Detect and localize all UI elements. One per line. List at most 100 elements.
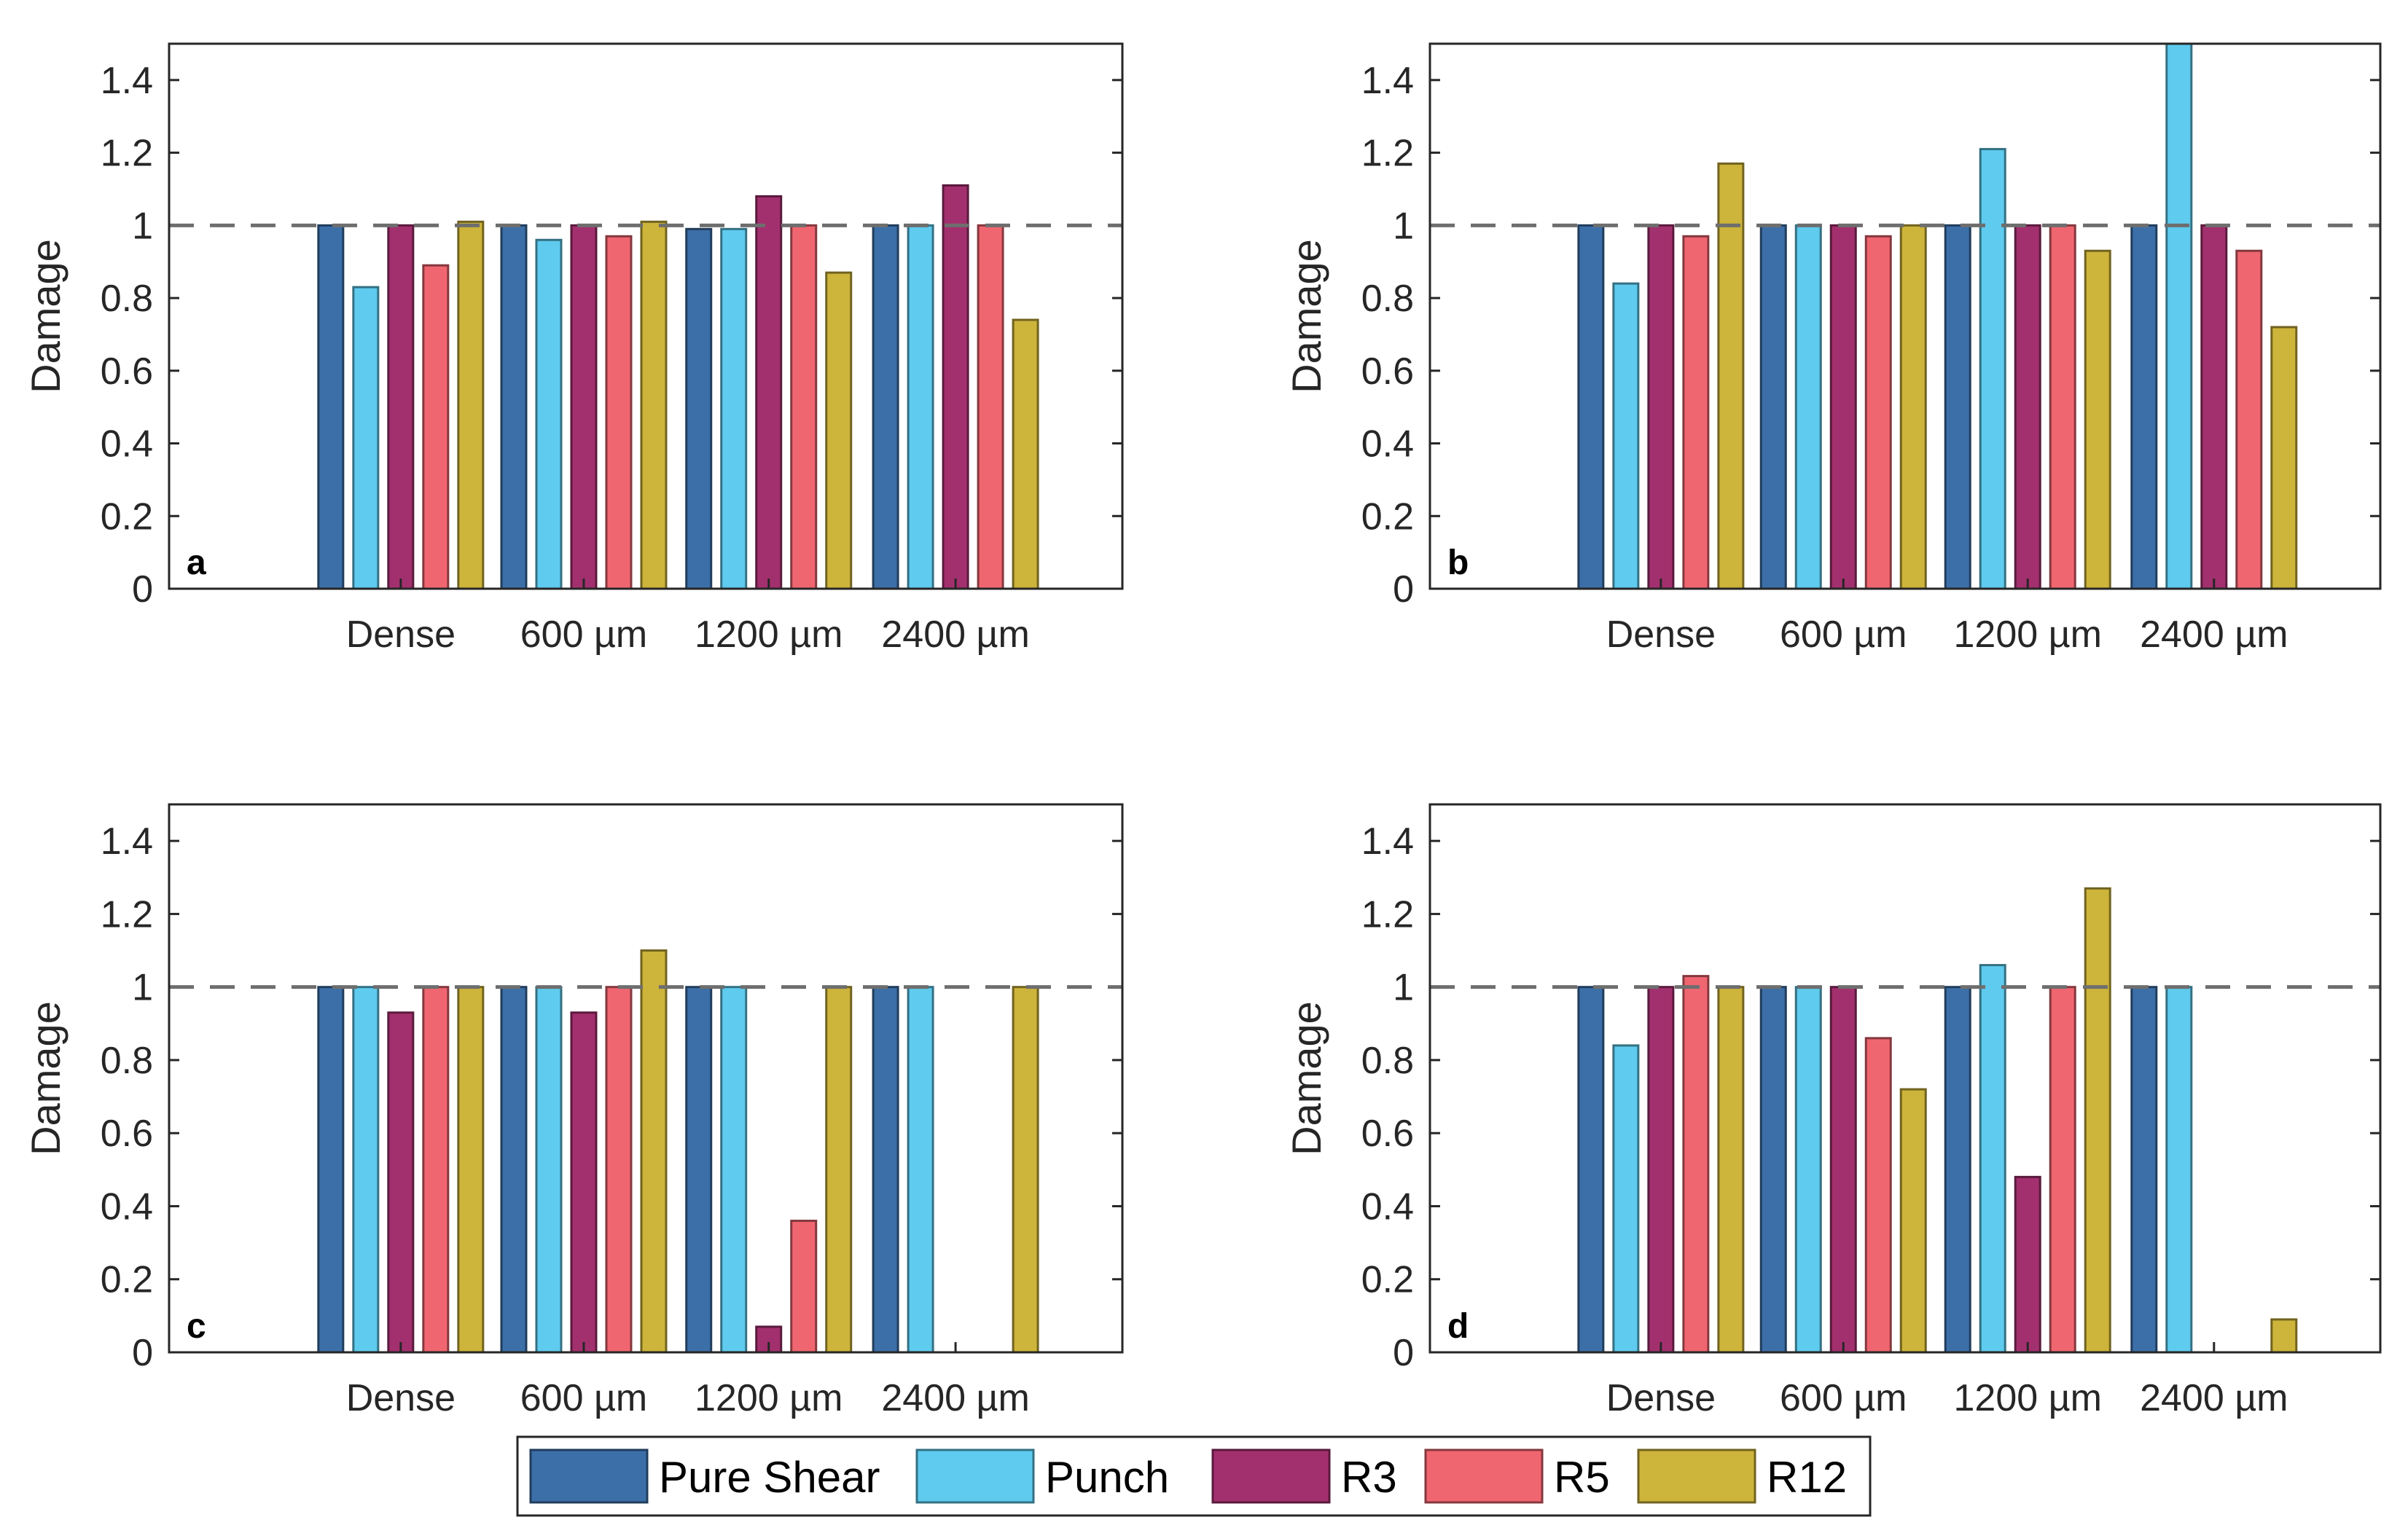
legend-swatch-r5 bbox=[1424, 1448, 1544, 1504]
bar-r12-1 bbox=[1899, 224, 1927, 590]
panel-letter: a bbox=[187, 544, 206, 582]
legend: Pure Shear Punch R3 R5 R12 bbox=[516, 1435, 1872, 1517]
y-tick-label: 1.4 bbox=[101, 820, 153, 863]
x-category-label: 2400 µm bbox=[2140, 1377, 2288, 1419]
x-category-label: 600 µm bbox=[520, 613, 647, 656]
bar-r5-2 bbox=[790, 224, 818, 590]
y-axis-label: Damage bbox=[23, 239, 69, 393]
y-tick-label: 0.4 bbox=[101, 423, 153, 466]
bar-punch-0 bbox=[352, 286, 380, 590]
y-tick-label: 0.2 bbox=[1361, 495, 1414, 538]
bar-r12-2 bbox=[2084, 887, 2111, 1354]
bar-r5-3 bbox=[2235, 249, 2263, 590]
bar-pure-shear-1 bbox=[1759, 986, 1787, 1354]
x-category-label: 2400 µm bbox=[2140, 613, 2288, 656]
x-category-label: Dense bbox=[1606, 1377, 1716, 1419]
x-category-label: Dense bbox=[346, 1377, 456, 1419]
bar-r12-2 bbox=[825, 986, 853, 1354]
bar-r3-2 bbox=[755, 195, 783, 590]
y-tick-label: 1.2 bbox=[1361, 133, 1414, 175]
bar-r5-0 bbox=[1682, 235, 1710, 590]
x-category-label: 1200 µm bbox=[695, 613, 843, 656]
x-category-label: 600 µm bbox=[1780, 1377, 1907, 1419]
x-category-label: 1200 µm bbox=[1954, 1377, 2102, 1419]
legend-label-r5: R5 bbox=[1554, 1453, 1610, 1502]
bar-pure-shear-0 bbox=[1577, 986, 1605, 1354]
y-tick-label: 0.8 bbox=[101, 1040, 153, 1082]
bar-r12-0 bbox=[1717, 986, 1745, 1354]
bar-r12-0 bbox=[457, 986, 485, 1354]
bar-punch-3 bbox=[907, 224, 934, 590]
panel-d: 0 0.2 0.4 0.6 0.8 1 1.2 1.4 Dense 600 µm 1200 µm 24… bbox=[1283, 803, 2382, 1419]
bar-pure-shear-2 bbox=[685, 227, 713, 590]
y-tick-label: 1 bbox=[1393, 967, 1414, 1009]
bar-r3-2 bbox=[2014, 1175, 2041, 1354]
y-tick-label: 0.6 bbox=[1361, 1113, 1414, 1155]
bar-r12-1 bbox=[640, 949, 668, 1354]
y-tick-label: 0 bbox=[1393, 1332, 1414, 1374]
bar-pure-shear-2 bbox=[1944, 224, 1971, 590]
y-tick-label: 0 bbox=[1393, 568, 1414, 611]
bar-r3-3 bbox=[942, 184, 969, 590]
bar-r5-0 bbox=[1682, 975, 1710, 1354]
legend-swatch-r3 bbox=[1211, 1448, 1331, 1504]
y-tick-label: 0.8 bbox=[1361, 278, 1414, 320]
y-tick-label: 0.4 bbox=[1361, 1185, 1414, 1228]
bar-r5-2 bbox=[2049, 224, 2076, 590]
bar-r12-1 bbox=[640, 220, 668, 590]
bar-r5-2 bbox=[790, 1220, 818, 1354]
x-category-label: 1200 µm bbox=[1954, 613, 2102, 656]
x-category-label: 2400 µm bbox=[881, 613, 1029, 656]
bar-r3-0 bbox=[387, 1011, 415, 1354]
y-tick-label: 1 bbox=[132, 205, 153, 247]
bar-punch-1 bbox=[535, 238, 563, 590]
bar-r12-3 bbox=[2270, 326, 2298, 590]
axes-frame bbox=[1428, 803, 2382, 1354]
bar-pure-shear-0 bbox=[317, 986, 345, 1354]
y-tick-label: 0 bbox=[132, 1332, 153, 1374]
x-category-label: 1200 µm bbox=[695, 1377, 843, 1419]
bar-r3-1 bbox=[1829, 224, 1857, 590]
bar-r5-1 bbox=[605, 986, 633, 1354]
legend-swatch-r12 bbox=[1637, 1448, 1756, 1504]
axes-frame bbox=[168, 42, 1124, 590]
bar-r5-1 bbox=[1864, 235, 1892, 590]
legend-label-punch: Punch bbox=[1045, 1453, 1169, 1502]
bar-r3-0 bbox=[1647, 986, 1675, 1354]
legend-swatch-punch bbox=[915, 1448, 1035, 1504]
bar-punch-2 bbox=[720, 986, 748, 1354]
bar-pure-shear-0 bbox=[1577, 224, 1605, 590]
bar-punch-1 bbox=[535, 986, 563, 1354]
bar-pure-shear-1 bbox=[1759, 224, 1787, 590]
bar-punch-3 bbox=[2165, 986, 2193, 1354]
bar-punch-1 bbox=[1794, 224, 1822, 590]
bar-r5-3 bbox=[977, 224, 1004, 590]
axes-frame bbox=[168, 803, 1124, 1354]
y-tick-label: 1.2 bbox=[101, 893, 153, 936]
x-category-label: 600 µm bbox=[520, 1377, 647, 1419]
bar-r3-0 bbox=[1647, 224, 1675, 590]
bar-pure-shear-3 bbox=[2130, 224, 2158, 590]
y-tick-label: 1 bbox=[132, 967, 153, 1009]
x-category-label: Dense bbox=[1606, 613, 1716, 656]
bar-punch-0 bbox=[1612, 1044, 1640, 1354]
y-tick-label: 1.2 bbox=[101, 133, 153, 175]
bar-pure-shear-1 bbox=[500, 986, 528, 1354]
bar-pure-shear-1 bbox=[500, 224, 528, 590]
panel-letter: b bbox=[1447, 544, 1469, 582]
bar-punch-2 bbox=[1979, 964, 2006, 1354]
y-tick-label: 1.4 bbox=[1361, 60, 1414, 102]
x-category-label: 2400 µm bbox=[881, 1377, 1029, 1419]
bar-r5-0 bbox=[422, 986, 450, 1354]
bar-pure-shear-0 bbox=[317, 224, 345, 590]
y-tick-label: 0.2 bbox=[101, 1259, 153, 1301]
panel-c: 0 0.2 0.4 0.6 0.8 1 1.2 1.4 Dense 600 µm 1200 µm 24… bbox=[23, 803, 1124, 1419]
axes-frame bbox=[1428, 42, 2382, 590]
bar-r12-3 bbox=[1012, 986, 1039, 1354]
bar-punch-2 bbox=[1979, 148, 2006, 590]
y-tick-label: 0.2 bbox=[1361, 1259, 1414, 1301]
bar-punch-0 bbox=[1612, 282, 1640, 590]
y-tick-label: 0.6 bbox=[101, 350, 153, 393]
y-tick-label: 0.6 bbox=[101, 1113, 153, 1155]
